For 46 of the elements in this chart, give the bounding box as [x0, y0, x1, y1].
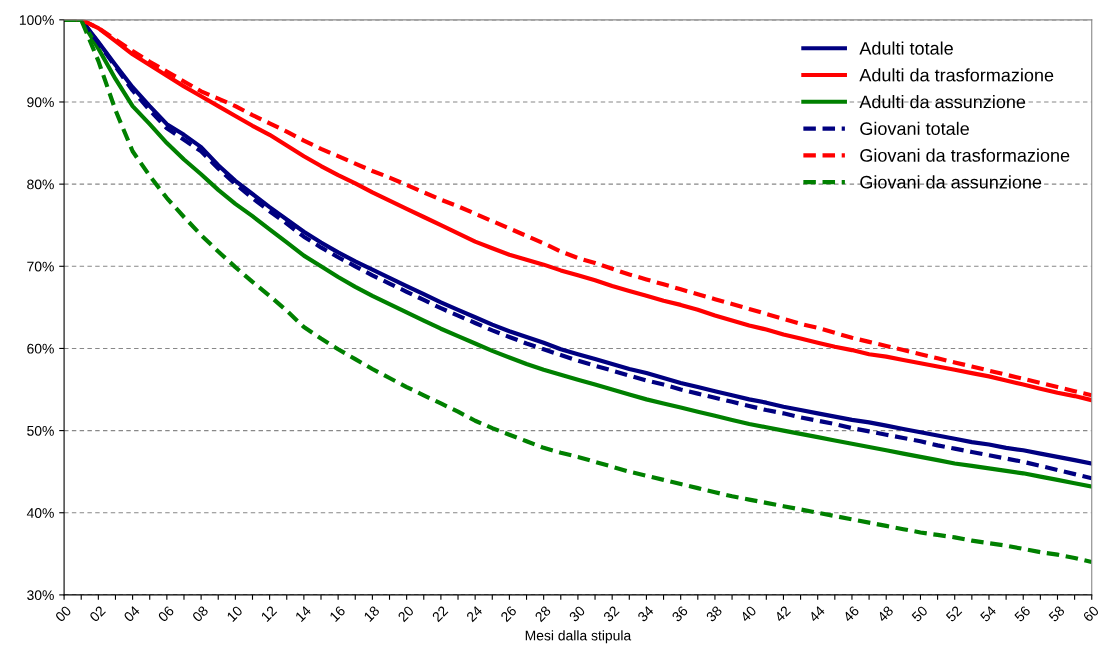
- x-tick-label: 18: [363, 605, 381, 623]
- x-tick-label: 38: [705, 605, 723, 623]
- x-tick-label: 50: [911, 605, 929, 623]
- x-tick-label: 08: [191, 605, 209, 623]
- x-tick-label: 52: [945, 605, 963, 623]
- x-tick-label: 10: [226, 605, 244, 623]
- legend-label: Adulti da assunzione: [859, 95, 1026, 109]
- x-tick-label: 34: [637, 605, 655, 623]
- x-tick-label: 24: [465, 605, 483, 623]
- x-axis-title: Mesi dalla stipula: [525, 630, 632, 644]
- x-tick-label: 00: [54, 605, 72, 623]
- x-tick-label: 22: [431, 605, 449, 623]
- y-tick-label: 60%: [27, 343, 54, 354]
- y-tick-label: 80%: [27, 179, 54, 190]
- legend-label: Giovani da assunzione: [860, 175, 1042, 189]
- x-tick-label: 16: [329, 605, 346, 623]
- y-tick-label: 100%: [19, 15, 54, 25]
- x-tick-label: 40: [739, 605, 757, 623]
- legend-label: Adulti da trasformazione: [859, 68, 1054, 82]
- y-tick-label: 50%: [27, 425, 54, 436]
- x-tick-label: 36: [671, 605, 689, 623]
- x-tick-label: 54: [979, 605, 997, 623]
- x-tick-label: 20: [397, 605, 415, 623]
- x-tick-label: 60: [1082, 605, 1100, 623]
- x-tick-label: 30: [568, 605, 586, 623]
- x-tick-label: 06: [157, 605, 175, 623]
- x-tick-label: 44: [808, 605, 826, 623]
- y-tick-label: 40%: [26, 508, 54, 518]
- x-tick-label: 56: [1013, 605, 1031, 623]
- x-tick-label: 04: [123, 605, 141, 623]
- x-tick-label: 02: [88, 605, 106, 623]
- x-tick-label: 58: [1048, 605, 1066, 623]
- y-tick-label: 70%: [27, 261, 54, 272]
- legend-label: Giovani totale: [860, 121, 969, 136]
- y-tick-label: 90%: [27, 97, 54, 108]
- x-tick-label: 42: [773, 605, 791, 623]
- x-tick-label: 32: [602, 605, 620, 623]
- legend-label: Adulti totale: [859, 41, 953, 55]
- x-tick-label: 26: [500, 605, 518, 623]
- legend-label: Giovani da trasformazione: [860, 148, 1070, 162]
- y-tick-label: 30%: [27, 590, 54, 601]
- x-tick-label: 14: [294, 605, 312, 622]
- x-tick-label: 28: [534, 605, 552, 623]
- x-tick-label: 48: [876, 605, 894, 623]
- x-tick-label: 46: [842, 605, 860, 623]
- x-tick-label: 12: [260, 605, 278, 622]
